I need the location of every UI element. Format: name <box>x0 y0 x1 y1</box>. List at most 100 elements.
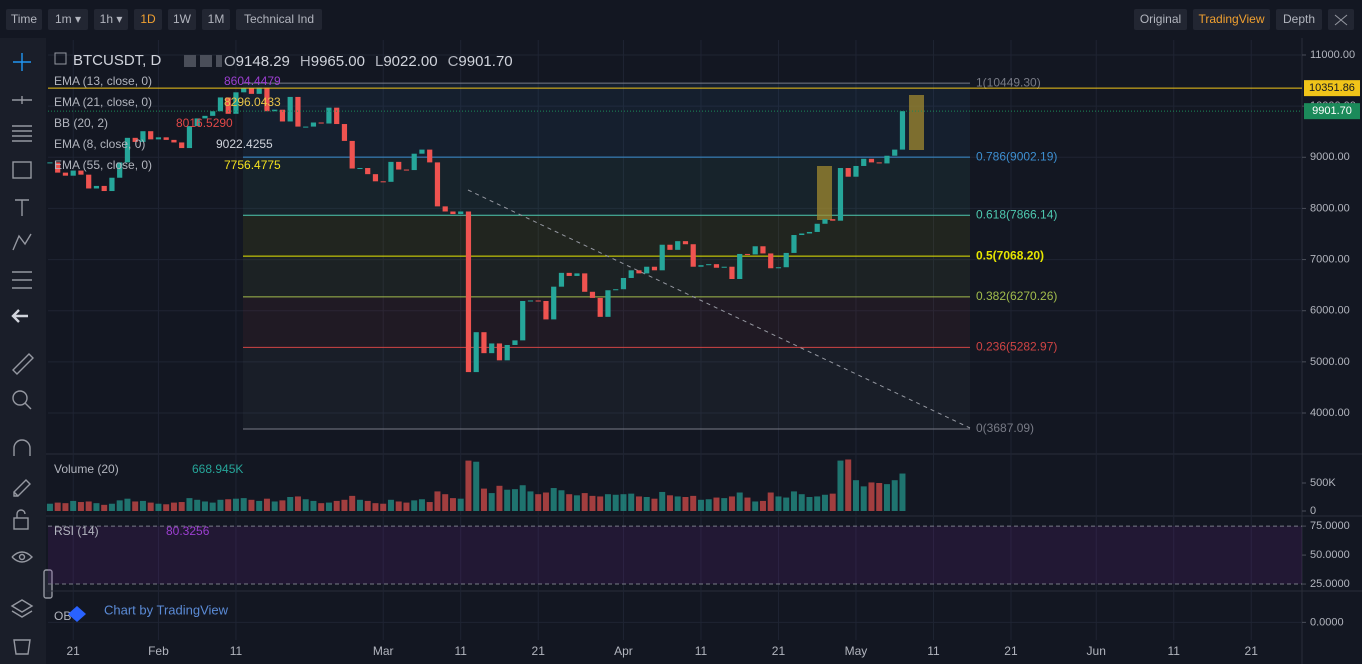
volume-bar <box>643 497 650 511</box>
toolbar-button[interactable]: 1h ▾ <box>94 9 128 30</box>
indicator-name: BB (20, 2) <box>54 116 108 130</box>
button-bg <box>236 9 322 30</box>
ohlc-value: 9022.00 <box>383 53 437 70</box>
volume-bar <box>682 497 689 511</box>
indicator-name: EMA (13, close, 0) <box>54 74 152 88</box>
indicator-value: 8016.5290 <box>176 116 233 130</box>
candle <box>233 92 239 114</box>
volume-bar <box>77 502 84 511</box>
volume-bar <box>628 493 635 511</box>
y-tick-label: 50.0000 <box>1310 549 1350 561</box>
toolbar-button[interactable]: Original <box>1134 9 1187 30</box>
button-bg <box>202 9 230 30</box>
volume-bar <box>473 461 480 511</box>
candle <box>248 88 255 94</box>
x-tick-label: 11 <box>1167 644 1180 658</box>
fib-band <box>243 256 970 297</box>
candle <box>326 107 332 124</box>
volume-bar <box>279 500 286 511</box>
volume-bar <box>124 498 131 511</box>
button-label: 1D <box>140 12 156 26</box>
volume-bar <box>666 495 673 511</box>
candle <box>543 300 549 320</box>
fullscreen-button[interactable] <box>1328 9 1354 30</box>
candle <box>698 265 704 267</box>
button-label: 1h ▾ <box>100 12 123 26</box>
volume-bar <box>868 482 875 511</box>
candle <box>690 244 696 267</box>
volume-bar <box>860 486 867 511</box>
volume-bar <box>263 498 270 511</box>
volume-value: 668.945K <box>192 462 243 476</box>
volume-bar <box>899 473 906 511</box>
volume-bar <box>194 499 201 511</box>
volume-bar <box>759 500 766 511</box>
candle <box>504 344 510 361</box>
candle <box>117 162 123 178</box>
volume-bar <box>713 497 720 511</box>
volume-bar <box>542 492 549 511</box>
toolbar-button[interactable]: TradingView <box>1193 9 1270 30</box>
volume-bar <box>589 495 596 511</box>
left-toolbar-icons[interactable] <box>10 53 53 655</box>
volume-bar <box>852 480 859 511</box>
candle <box>675 241 681 250</box>
fib-label: 0(3687.09) <box>976 421 1034 435</box>
volume-bar <box>170 502 177 511</box>
symbol: BTCUSDT, D <box>73 52 162 69</box>
volume-bar <box>232 498 239 511</box>
candle <box>760 246 766 254</box>
volume-bar <box>201 501 208 511</box>
candle <box>202 115 208 119</box>
button-bg <box>1134 9 1187 30</box>
x-tick-label: 21 <box>1004 644 1018 658</box>
x-tick-label: Apr <box>614 644 633 658</box>
collapse-icon[interactable] <box>54 52 67 65</box>
candle <box>713 264 720 268</box>
volume-bar <box>403 502 410 511</box>
candle <box>636 270 642 274</box>
toolbar-button[interactable]: Technical Ind <box>236 9 322 30</box>
candle <box>489 343 495 354</box>
fib-band <box>243 157 970 216</box>
candle <box>496 343 503 361</box>
volume-bar <box>581 493 588 511</box>
volume-bar <box>535 494 542 511</box>
position-box <box>817 166 832 220</box>
volume-bar <box>837 460 844 511</box>
candle <box>179 142 185 149</box>
volume-bar <box>480 488 487 511</box>
candle <box>752 246 758 255</box>
volume-bar <box>597 496 604 511</box>
button-bg <box>1276 9 1322 30</box>
candle <box>55 162 61 173</box>
volume-bar <box>728 496 735 511</box>
ohlc-value: 9965.00 <box>311 53 365 70</box>
candle <box>853 165 859 177</box>
candle <box>465 211 472 373</box>
toolbar-button[interactable]: 1W <box>168 9 196 30</box>
rsi-legend: RSI (14) <box>54 524 99 538</box>
button-label: 1W <box>173 12 192 26</box>
toolbar-button[interactable]: Time <box>6 9 42 30</box>
volume-bar <box>752 501 759 511</box>
x-tick-label: 11 <box>454 644 467 658</box>
ohlc-label: H <box>300 53 311 70</box>
fib-label: 0.786(9002.19) <box>976 149 1057 163</box>
button-label: Time <box>11 12 38 26</box>
x-tick-label: 11 <box>230 644 243 658</box>
legend-icons[interactable] <box>184 55 222 67</box>
candle <box>318 122 324 124</box>
x-tick-label: Jun <box>1087 644 1106 658</box>
volume-bar <box>325 502 332 511</box>
toolbar-button[interactable]: Depth <box>1276 9 1322 30</box>
toolbar-button[interactable]: 1D <box>134 9 162 30</box>
candle <box>163 137 169 140</box>
volume-bar <box>349 495 356 511</box>
volume-bar <box>62 503 69 511</box>
candle <box>272 109 278 112</box>
volume-bar <box>101 504 108 511</box>
toolbar-button[interactable]: 1m ▾ <box>48 9 88 30</box>
fib-label: 0.5(7068.20) <box>976 248 1044 262</box>
toolbar-button[interactable]: 1M <box>202 9 230 30</box>
